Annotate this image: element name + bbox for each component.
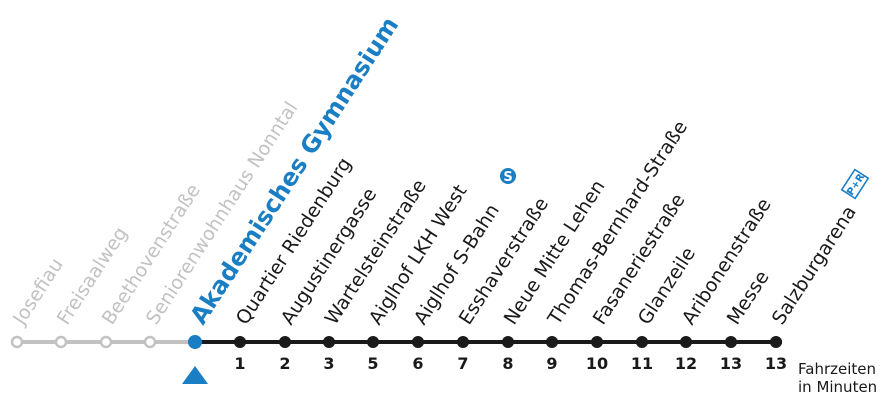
legend-line-1: Fahrzeiten — [798, 360, 876, 378]
stop-marker — [412, 336, 424, 348]
stop-marker — [323, 336, 335, 348]
svg-text:S: S — [503, 170, 512, 185]
past-stop-marker — [99, 335, 113, 349]
stop-label: Salzburgarena — [768, 202, 861, 329]
stops-layer: JosefiauFreisaalwegBeethovenstraßeSenior… — [8, 12, 870, 373]
s-bahn-icon: S — [500, 168, 516, 185]
travel-time-minutes: 13 — [765, 354, 787, 373]
travel-time-minutes: 3 — [323, 354, 334, 373]
current-stop-label: Akademisches Gymnasium — [185, 12, 405, 329]
travel-time-minutes: 11 — [631, 354, 653, 373]
stop-marker — [725, 336, 737, 348]
stop-marker — [636, 336, 648, 348]
stop-marker — [279, 336, 291, 348]
travel-time-minutes: 9 — [546, 354, 557, 373]
stop-marker — [546, 336, 558, 348]
travel-time-minutes: 10 — [586, 354, 608, 373]
past-stop-marker — [10, 335, 24, 349]
stop-marker — [502, 336, 514, 348]
travel-time-minutes: 1 — [234, 354, 245, 373]
travel-time-minutes: 8 — [502, 354, 513, 373]
current-stop-marker — [188, 335, 202, 349]
travel-time-minutes: 5 — [367, 354, 378, 373]
legend-line-2: in Minuten — [798, 378, 877, 396]
stop-marker — [457, 336, 469, 348]
current-position-marker-icon — [182, 366, 208, 384]
past-stop-marker — [143, 335, 157, 349]
travel-time-minutes: 2 — [279, 354, 290, 373]
travel-time-minutes: 13 — [720, 354, 742, 373]
stop-marker — [591, 336, 603, 348]
stop-marker — [680, 336, 692, 348]
travel-time-minutes: 6 — [412, 354, 423, 373]
travel-time-minutes: 12 — [675, 354, 697, 373]
park-and-ride-icon: P+R — [840, 168, 870, 200]
stop-marker — [367, 336, 379, 348]
travel-time-minutes: 7 — [457, 354, 468, 373]
past-stop-marker — [54, 335, 68, 349]
stop-marker — [770, 336, 782, 348]
stop-marker — [234, 336, 246, 348]
